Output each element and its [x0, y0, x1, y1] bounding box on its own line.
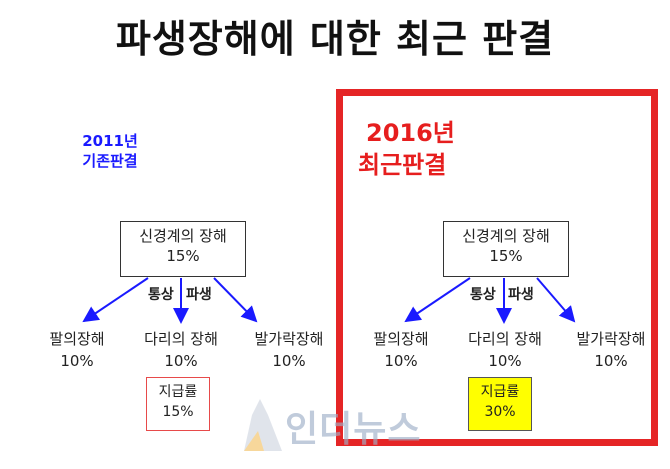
left-mid-normal: 통상 [148, 287, 174, 303]
right-year: 2016년 [366, 119, 455, 147]
right-leaf-leg-value: 10% [488, 352, 522, 370]
page-title: 파생장해에 대한 최근 판결 [115, 17, 555, 61]
left-caption: 기존판결 [82, 152, 138, 170]
left-leaf-arm-name: 팔의장해 [49, 330, 105, 348]
right-leaf-toe-name: 발가락장해 [576, 330, 646, 348]
left-mid-derived: 파생 [186, 287, 212, 303]
right-leaf-arm: 팔의장해 10% [346, 328, 456, 372]
left-leaf-toe: 발가락장해 10% [234, 328, 344, 372]
left-leaf-arm: 팔의장해 10% [22, 328, 132, 372]
right-leaf-leg: 다리의 장해 10% [450, 328, 560, 372]
right-rate-label: 지급률 [480, 384, 520, 400]
left-year: 2011년 [82, 132, 138, 150]
right-leaf-leg-name: 다리의 장해 [468, 330, 542, 348]
right-leaf-toe: 발가락장해 10% [556, 328, 666, 372]
right-root-label: 신경계의 장해 [462, 227, 550, 245]
left-leaf-leg-name: 다리의 장해 [144, 330, 218, 348]
right-arrow-toe [536, 277, 576, 323]
right-rate-value: 30% [484, 404, 516, 420]
right-leaf-arm-name: 팔의장해 [373, 330, 429, 348]
right-leaf-toe-value: 10% [594, 352, 628, 370]
left-leaf-toe-value: 10% [272, 352, 306, 370]
left-root-label: 신경계의 장해 [139, 227, 227, 245]
right-root-node: 신경계의 장해 15% [443, 221, 569, 277]
right-mid-normal: 통상 [470, 287, 496, 303]
left-leaf-toe-name: 발가락장해 [254, 330, 324, 348]
right-root-value: 15% [489, 247, 523, 265]
left-arrow-toe [213, 277, 258, 323]
recent-ruling-frame [336, 89, 658, 446]
left-root-node: 신경계의 장해 15% [120, 221, 246, 277]
right-arrow-arm [404, 277, 471, 323]
right-caption: 최근판결 [358, 151, 447, 179]
left-rate-label: 지급률 [158, 384, 198, 400]
right-mid-derived: 파생 [508, 287, 534, 303]
left-leaf-leg-value: 10% [164, 352, 198, 370]
left-rate-box: 지급률 15% [146, 377, 210, 431]
right-rate-box: 지급률 30% [468, 377, 532, 431]
left-leaf-leg: 다리의 장해 10% [126, 328, 236, 372]
left-leaf-arm-value: 10% [60, 352, 94, 370]
watermark-text: 인더뉴스 [285, 409, 422, 450]
left-rate-value: 15% [162, 404, 194, 420]
left-arrow-arm [82, 277, 149, 323]
watermark-logo-icon [244, 399, 282, 451]
right-leaf-arm-value: 10% [384, 352, 418, 370]
left-root-value: 15% [166, 247, 200, 265]
